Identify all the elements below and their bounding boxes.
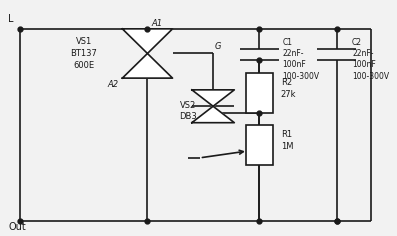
Polygon shape: [192, 90, 234, 106]
Polygon shape: [122, 29, 173, 54]
Text: C1
22nF-
100nF
100-300V: C1 22nF- 100nF 100-300V: [283, 38, 320, 80]
Text: VS1
BT137
600E: VS1 BT137 600E: [70, 37, 97, 70]
Text: G: G: [215, 42, 222, 51]
Bar: [246, 125, 273, 165]
Text: Out: Out: [8, 222, 26, 232]
Text: A1: A1: [151, 19, 162, 28]
Text: A2: A2: [107, 80, 118, 89]
Text: R2
27k: R2 27k: [281, 78, 296, 99]
Text: C2
22nF-
100nF
100-300V: C2 22nF- 100nF 100-300V: [352, 38, 389, 80]
Text: VS2
DB3: VS2 DB3: [179, 101, 197, 121]
Polygon shape: [192, 106, 234, 123]
Text: R1
1M: R1 1M: [281, 130, 293, 151]
Text: L: L: [8, 14, 14, 24]
Polygon shape: [122, 54, 173, 78]
Bar: [246, 73, 273, 113]
